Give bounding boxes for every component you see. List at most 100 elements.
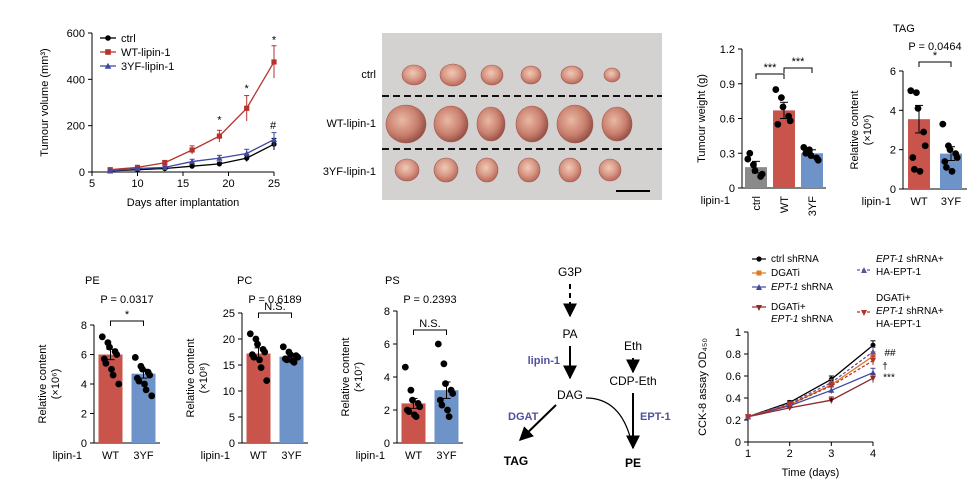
tumour-sample — [598, 158, 622, 182]
y-tick-label: 2 — [384, 405, 390, 417]
data-point — [216, 133, 222, 139]
legend-label-dgati: DGATi — [771, 268, 800, 279]
data-point — [401, 363, 409, 371]
y-tick-label: 5 — [229, 412, 235, 424]
node-eth: Eth — [624, 339, 642, 353]
significance-bracket — [918, 61, 952, 67]
data-point — [246, 330, 254, 338]
data-point — [751, 167, 759, 175]
enzyme-dgat: DGAT — [508, 411, 539, 423]
y-axis-label: Tumour weight (g) — [696, 74, 708, 163]
x-tick-label: 3YF — [807, 196, 819, 216]
data-point — [189, 158, 196, 165]
legend-marker — [861, 267, 867, 273]
y-tick-label: 0.6 — [726, 371, 741, 383]
x-tick-label: WT — [910, 196, 927, 208]
data-point — [946, 146, 954, 154]
y-tick-label: 6 — [384, 339, 390, 351]
significance-bracket — [258, 312, 292, 318]
node-g3p: G3P — [558, 265, 582, 279]
data-point — [442, 380, 449, 387]
x-axis-label: Days after implantation — [127, 197, 240, 209]
data-point — [107, 167, 114, 174]
y-tick-label: 2 — [81, 409, 87, 421]
tumour-sample — [385, 104, 427, 144]
x-tick-label: 3YF — [281, 450, 301, 462]
arrow-dag-pe — [585, 397, 632, 441]
y-tick-label: 2 — [890, 145, 896, 157]
legend-label-r2a: DGATi+ — [876, 293, 911, 304]
tumour-sample — [603, 67, 621, 83]
series-line — [747, 360, 874, 418]
y-tick-label: 0 — [735, 437, 741, 449]
data-point — [256, 356, 263, 364]
tumour-volume-chart: 5 10 15 20 25 0 200 400 600 Days after implantati… — [39, 28, 280, 209]
data-point — [948, 167, 956, 175]
data-point — [440, 360, 448, 368]
legend-marker — [756, 305, 762, 311]
p-value: P = 0.6189 — [248, 294, 301, 306]
data-point — [828, 387, 835, 393]
data-point — [746, 149, 754, 157]
p-value: P = 0.0317 — [100, 294, 153, 306]
y-tick-label: 0.2 — [726, 415, 741, 427]
data-point — [814, 156, 822, 164]
data-point — [750, 161, 757, 169]
node-pe: PE — [625, 456, 641, 470]
tumour-sample — [433, 157, 459, 183]
legend-label-combo1a: DGATi+ — [771, 302, 806, 313]
y-tick-label: 0.3 — [720, 148, 735, 160]
y-tick-label: 6 — [81, 350, 87, 362]
data-point — [113, 351, 121, 358]
data-point — [109, 371, 117, 379]
bar — [279, 356, 304, 443]
significance-bracket — [110, 320, 144, 326]
tumour-sample — [560, 65, 584, 85]
data-point — [434, 340, 442, 348]
x-tick-label: WT — [405, 450, 422, 462]
y-tick-label: 8 — [81, 320, 87, 332]
photo-row-label: WT-lipin-1 — [326, 118, 376, 130]
data-point — [920, 128, 927, 136]
y-tick-label: 0 — [729, 183, 735, 195]
data-point — [294, 353, 302, 361]
tumour-weight-chart: 0 0.3 0.6 0.9 1.2 ctrl WT 3YF lipin-1 Tumour weig… — [696, 44, 826, 216]
data-point — [786, 402, 793, 408]
enzyme-ept: EPT-1 — [640, 411, 671, 423]
pe-chart: 0 2 4 6 8 WT 3YF lipin-1 Relative content (×10⁶) P… — [37, 275, 160, 462]
legend-marker — [861, 310, 867, 316]
group-label: lipin-1 — [201, 450, 230, 462]
y-axis-unit: (×10⁶) — [50, 369, 62, 400]
legend-label-r1c: HA-EPT-1 — [876, 267, 921, 278]
data-point — [134, 165, 141, 172]
x-tick-label: WT — [779, 196, 791, 213]
p-value: P = 0.0464 — [908, 41, 961, 53]
x-tick-label: 10 — [131, 178, 143, 190]
x-tick-label: WT — [250, 450, 267, 462]
data-point — [786, 405, 793, 411]
node-dag: DAG — [557, 388, 583, 402]
y-tick-label: 1 — [735, 327, 741, 339]
data-point — [290, 359, 298, 366]
series-line — [747, 351, 874, 418]
chart-title: PE — [85, 275, 100, 287]
data-point — [148, 392, 156, 400]
data-point — [449, 390, 457, 397]
data-point — [444, 406, 451, 414]
legend-label: ctrl — [121, 33, 136, 45]
significance-bracket — [755, 73, 785, 79]
tumour-sample — [520, 65, 542, 85]
photo-row-label: ctrl — [361, 69, 376, 81]
data-point — [911, 165, 918, 173]
data-point — [409, 396, 416, 404]
y-tick-label: 400 — [67, 74, 85, 86]
tumour-sample — [515, 105, 549, 143]
y-axis-label: Relative content — [340, 338, 352, 417]
significance-label: * — [933, 50, 938, 62]
legend-label-r2d: HA-EPT-1 — [876, 319, 921, 330]
group-label: lipin-1 — [701, 195, 730, 207]
tumour-sample — [401, 64, 427, 86]
x-tick-label: 3 — [828, 448, 834, 460]
y-tick-label: 0.9 — [720, 79, 735, 91]
y-tick-label: 0 — [229, 438, 235, 450]
